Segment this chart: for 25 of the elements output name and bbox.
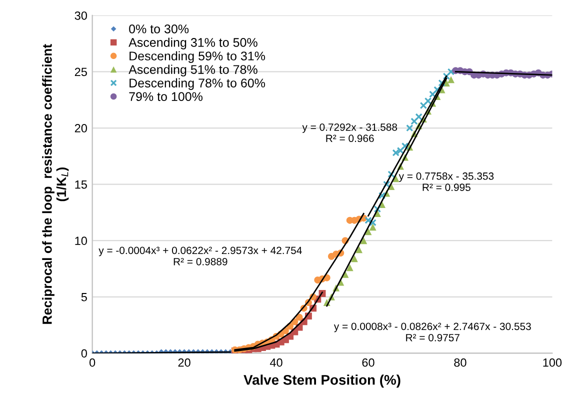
y-tick-label: 20	[74, 124, 87, 132]
legend-label: Descending 59% to 31%	[130, 51, 266, 63]
x-tick-label: 20	[178, 358, 190, 367]
y-tick-label: 15	[75, 180, 87, 189]
annotation: y = 0.7292x - 31.588 R² = 0.966	[302, 123, 398, 142]
x-tick-label: 60	[362, 358, 374, 367]
y-tick-label: 30	[74, 11, 87, 20]
legend-label: 79% to 100%	[129, 92, 202, 101]
x-tick-label: 0	[90, 358, 96, 367]
x-axis-title: Valve Stem Position (%)	[244, 374, 400, 388]
y-tick-label: 0	[81, 349, 87, 358]
x-tick-label: 100	[543, 358, 562, 367]
legend-label: 0% to 30%	[129, 24, 189, 34]
annotation: y = 0.0008x³ - 0.0826x² + 2.7467x - 30.553 R² = 0.9757	[334, 322, 531, 342]
x-tick-label: 40	[270, 358, 282, 367]
y-tick-label: 5	[81, 293, 87, 302]
y-tick-label: 25	[74, 68, 87, 76]
legend-label: Descending 78% to 60%	[130, 78, 266, 90]
legend-label: Ascending 31% to 50%	[128, 38, 258, 50]
y-tick-label: 10	[75, 236, 87, 246]
annotation: y = -0.0004x³ + 0.0622x² - 2.9573x + 42.754 R² = 0.9889	[98, 246, 302, 266]
annotation: y = 0.7758x - 35.353 R² = 0.995	[398, 172, 494, 192]
y-axis-title: Reciprocal of the loop resistance coefficient (1/K$_{L}$)	[42, 44, 69, 324]
legend-label: Ascending 51% to 78%	[128, 64, 258, 76]
x-tick-label: 80	[454, 358, 466, 367]
